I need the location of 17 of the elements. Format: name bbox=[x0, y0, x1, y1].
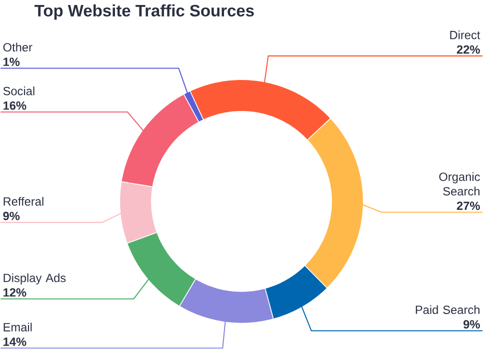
data-label: 27% bbox=[456, 202, 480, 210]
data-label: 22% bbox=[456, 45, 480, 54]
slice-label: Organic Search bbox=[439, 172, 480, 196]
slice-label: Email bbox=[4, 322, 32, 332]
slice-label: Paid Search bbox=[416, 305, 480, 314]
data-label: 9% bbox=[463, 320, 480, 329]
slice-label: Refferal bbox=[4, 197, 44, 206]
slice-label: Display Ads bbox=[4, 274, 66, 285]
data-label: 14% bbox=[4, 338, 26, 346]
data-label: 16% bbox=[4, 102, 26, 110]
chart-title: Top Website Traffic Sources bbox=[34, 4, 254, 20]
data-label: 9% bbox=[3, 212, 20, 220]
data-label: 12% bbox=[4, 288, 26, 297]
slice-label: Social bbox=[3, 86, 34, 96]
data-label: 1% bbox=[4, 58, 20, 66]
slice-label: Direct bbox=[450, 30, 480, 40]
slice-label: Other bbox=[3, 42, 32, 52]
